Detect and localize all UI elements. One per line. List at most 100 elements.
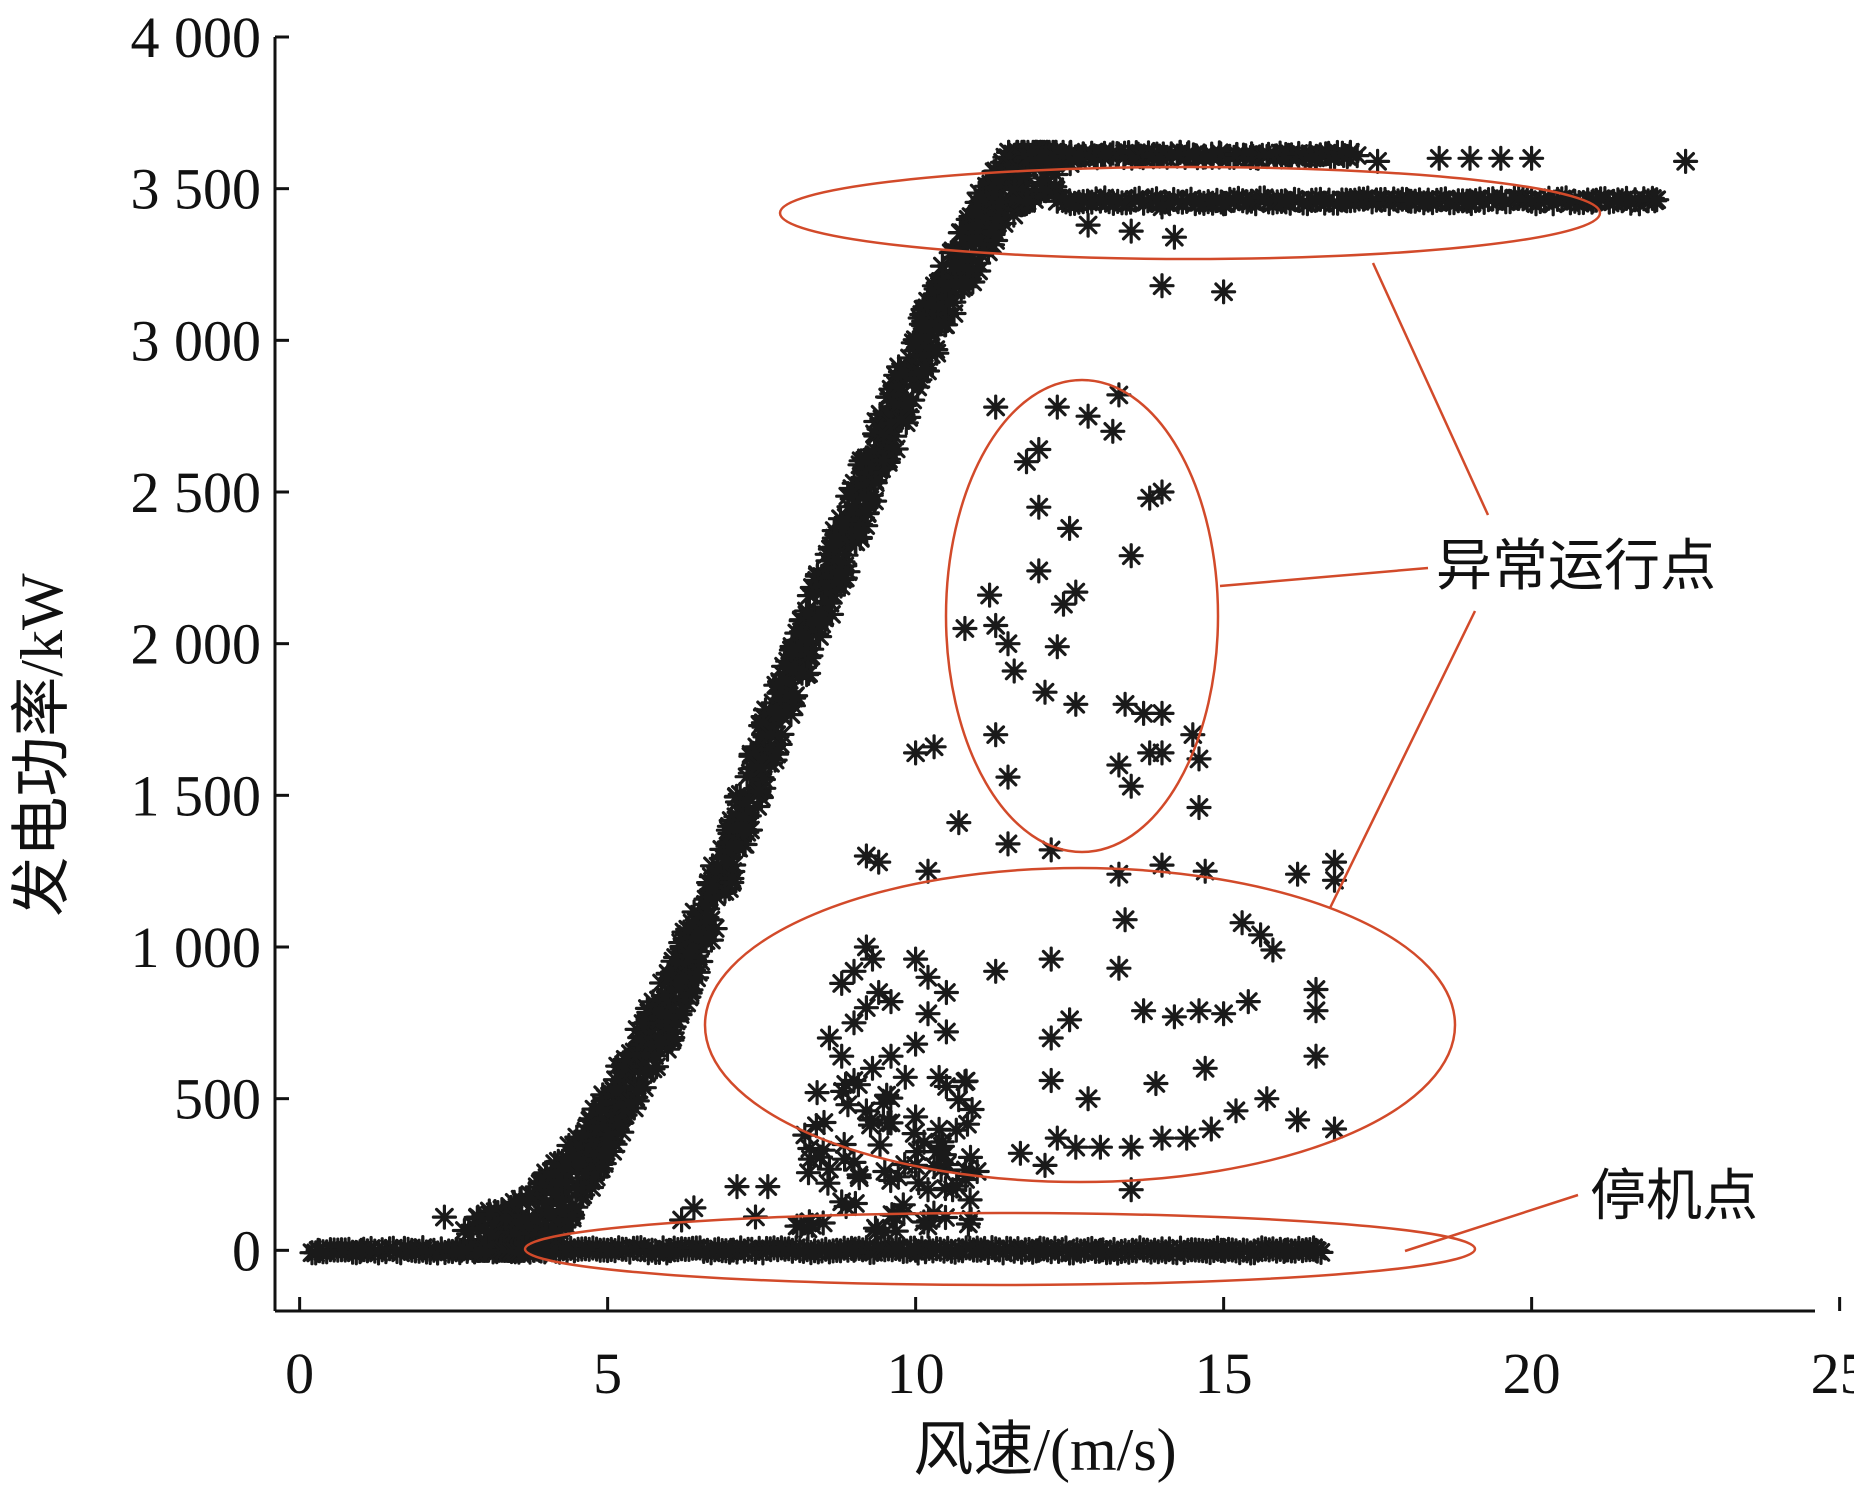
scatter-point (721, 868, 743, 890)
scatter-point (1262, 939, 1284, 961)
scatter-point (1213, 193, 1235, 215)
scatter-point (923, 736, 945, 758)
scatter-point (1065, 1136, 1087, 1158)
scatter-point (770, 703, 792, 725)
scatter-point (720, 1239, 742, 1261)
y-tick-label: 1 000 (131, 915, 262, 980)
scatter-point (1305, 1000, 1327, 1022)
scatter-point (1213, 281, 1235, 303)
x-tick-label: 10 (887, 1341, 945, 1406)
scatter-point (658, 1239, 680, 1261)
scatter-point (1108, 754, 1130, 776)
x-tick-label: 25 (1811, 1341, 1854, 1406)
scatter-point (1213, 1003, 1235, 1025)
scatter-point (556, 1149, 578, 1171)
scatter-point (880, 991, 902, 1013)
scatter-point (1367, 150, 1389, 172)
scatter-point (757, 1176, 779, 1198)
scatter-point (1108, 863, 1130, 885)
y-tick-label: 3 500 (131, 157, 262, 222)
scatter-point (611, 1121, 633, 1143)
scatter-point (905, 1033, 927, 1055)
scatter-point (1346, 145, 1368, 167)
scatter-point (1151, 196, 1173, 218)
scatter-point (1274, 190, 1296, 212)
scatter-point (985, 396, 1007, 418)
scatter-point (801, 1214, 823, 1236)
scatter-point (350, 1239, 372, 1261)
scatter-point (818, 1158, 840, 1180)
scatter-point (843, 1239, 865, 1261)
scatter-point (813, 1112, 835, 1134)
scatter-point (1040, 1070, 1062, 1092)
y-axis-title: 发电功率/kW (9, 573, 75, 917)
scatter-point (905, 1239, 927, 1261)
leader-line-low (1330, 611, 1475, 908)
scatter-point (1108, 957, 1130, 979)
scatter-point (581, 1177, 603, 1199)
scatter-point (1065, 693, 1087, 715)
scatter-point (694, 929, 716, 951)
scatter-point (1274, 1239, 1296, 1261)
scatter-point (1490, 147, 1512, 169)
scatter-point (1120, 1136, 1142, 1158)
scatter-point (917, 966, 939, 988)
scatter-point (1133, 1000, 1155, 1022)
scatter-point (818, 1027, 840, 1049)
scatter-point (1009, 1142, 1031, 1164)
scatter-point (928, 1067, 950, 1089)
scatter-point (890, 409, 912, 431)
scatter-point (1305, 979, 1327, 1001)
scatter-point (1200, 1118, 1222, 1140)
scatter-point (894, 1066, 916, 1088)
scatter-point (862, 1057, 884, 1079)
scatter-point (997, 833, 1019, 855)
scatter-point (750, 757, 772, 779)
scatter-point (1459, 147, 1481, 169)
scatter-point (982, 221, 1004, 243)
scatter-point (648, 1032, 670, 1054)
scatter-point (1003, 660, 1025, 682)
scatter-point (985, 960, 1007, 982)
scatter-point (1176, 1127, 1198, 1149)
scatter-point (1188, 1000, 1210, 1022)
scatter-point (935, 1021, 957, 1043)
scatter-point (1034, 1154, 1056, 1176)
scatter-point (806, 607, 828, 629)
scatter-point (1034, 681, 1056, 703)
scatter-point (412, 1239, 434, 1261)
scatter-point (1194, 1057, 1216, 1079)
leader-line-mid (1220, 568, 1428, 586)
scatter-point (957, 1113, 979, 1135)
scatter-point (957, 257, 979, 279)
scatter-point (1151, 702, 1173, 724)
scatter-point (748, 781, 770, 803)
y-tick-label: 500 (174, 1067, 261, 1132)
scatter-point (860, 1109, 882, 1131)
scatter-point (997, 766, 1019, 788)
scatter-point (961, 1099, 983, 1121)
scatter-point (1077, 214, 1099, 236)
scatter-point (869, 1134, 891, 1156)
scatter-point (957, 1213, 979, 1235)
scatter-point (597, 1239, 619, 1261)
x-tick-label: 0 (285, 1341, 314, 1406)
scatter-point (856, 503, 878, 525)
scatter-point (905, 948, 927, 970)
scatter-point (868, 851, 890, 873)
scatter-point (671, 1209, 693, 1231)
y-tick-label: 2 000 (131, 612, 262, 677)
scatter-point (843, 1012, 865, 1034)
scatter-point (1040, 948, 1062, 970)
scatter-point (880, 1045, 902, 1067)
scatter-point (935, 982, 957, 1004)
scatter-point (433, 1206, 455, 1228)
scatter-point (1225, 1100, 1247, 1122)
scatter-point (1120, 775, 1142, 797)
y-tick-label: 3 000 (131, 308, 262, 373)
scatter-point (876, 1084, 898, 1106)
scatter-point (1250, 924, 1272, 946)
leader-line-stopped (1405, 1195, 1578, 1251)
scatter-point (1521, 147, 1543, 169)
